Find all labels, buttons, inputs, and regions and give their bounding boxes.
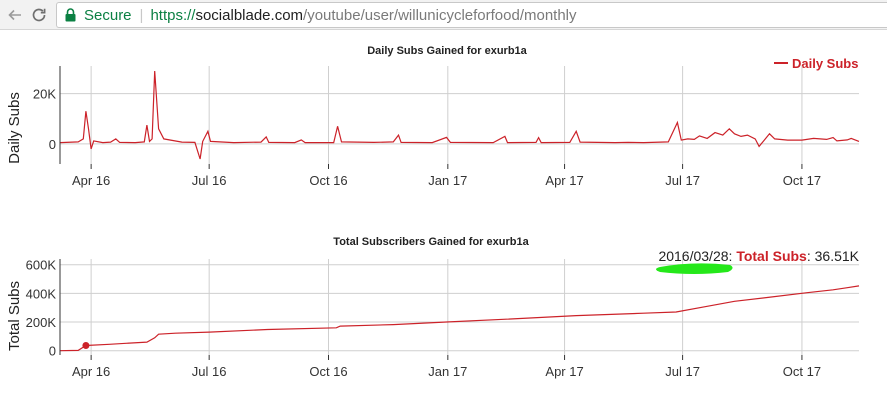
x-tick-label: Jul 17: [665, 173, 700, 188]
daily-subs-chart: Daily Subs Gained for exurb1a Daily Subs…: [6, 45, 860, 188]
url-scheme: https://: [150, 6, 196, 24]
daily-gridlines: [60, 66, 859, 169]
url-path: /youtube/user/willunicycleforfood/monthl…: [303, 6, 577, 24]
y-tick-label: 0: [49, 137, 56, 152]
tooltip-date: 2016/03/28: [658, 248, 728, 264]
y-tick-label: 400K: [26, 286, 57, 301]
daily-subs-series-line: [59, 70, 860, 160]
browser-toolbar: Secure | https:// socialblade.com /youtu…: [0, 0, 887, 30]
x-tick-label: Jul 16: [192, 173, 227, 188]
x-tick-label: Apr 16: [72, 364, 110, 379]
daily-x-ticks: Apr 16 Jul 16 Oct 16 Jan 17 Apr 17 Jul 17 Oct …: [72, 173, 821, 188]
total-chart-title: Total Subscribers Gained for exurb1a: [333, 236, 529, 248]
tooltip-series-label: Total Subs: [736, 248, 807, 264]
lock-icon: [65, 8, 78, 23]
tooltip-colon-2: :: [807, 248, 815, 264]
address-bar[interactable]: Secure | https:// socialblade.com /youtu…: [56, 2, 887, 28]
daily-chart-title: Daily Subs Gained for exurb1a: [367, 45, 527, 57]
daily-y-axis-label: Daily Subs: [6, 92, 23, 164]
charts-area: Daily Subs Gained for exurb1a Daily Subs…: [6, 45, 860, 379]
hover-point-marker: [82, 342, 90, 349]
x-tick-label: Apr 17: [545, 173, 583, 188]
tooltip-value: 36.51K: [815, 248, 860, 264]
omnibox-divider: |: [139, 6, 144, 24]
total-subs-chart: Total Subscribers Gained for exurb1a Tot…: [6, 236, 860, 379]
secure-label: Secure: [84, 6, 132, 24]
back-arrow-icon[interactable]: [4, 4, 26, 26]
total-y-axis-label: Total Subs: [6, 281, 23, 351]
y-tick-label: 200K: [26, 315, 57, 330]
x-tick-label: Apr 16: [72, 173, 110, 188]
tooltip-colon-1: :: [729, 248, 737, 264]
total-gridlines: [60, 259, 859, 360]
x-tick-label: Oct 17: [783, 364, 821, 379]
url-host: socialblade.com: [195, 6, 304, 24]
total-x-ticks: Apr 16 Jul 16 Oct 16 Jan 17 Apr 17 Jul 17 Oct …: [72, 364, 821, 379]
y-tick-label: 600K: [26, 258, 57, 273]
x-tick-label: Apr 17: [545, 364, 583, 379]
total-y-ticks: 600K 400K 200K 0: [26, 258, 57, 359]
daily-y-ticks: 20K 0: [33, 87, 56, 152]
daily-legend-label[interactable]: Daily Subs: [792, 56, 858, 71]
green-highlighter-scribble: [656, 263, 733, 274]
x-tick-label: Oct 16: [309, 364, 347, 379]
total-subs-series-line: [59, 285, 860, 352]
x-tick-label: Jan 17: [428, 173, 467, 188]
y-tick-label: 0: [49, 344, 56, 359]
x-tick-label: Jan 17: [428, 364, 467, 379]
x-tick-label: Oct 17: [783, 173, 821, 188]
y-tick-label: 20K: [33, 87, 56, 102]
reload-icon[interactable]: [28, 4, 50, 26]
x-tick-label: Jul 17: [665, 364, 700, 379]
x-tick-label: Jul 16: [192, 364, 227, 379]
x-tick-label: Oct 16: [309, 173, 347, 188]
hover-tooltip: 2016/03/28: Total Subs: 36.51K: [658, 248, 859, 264]
